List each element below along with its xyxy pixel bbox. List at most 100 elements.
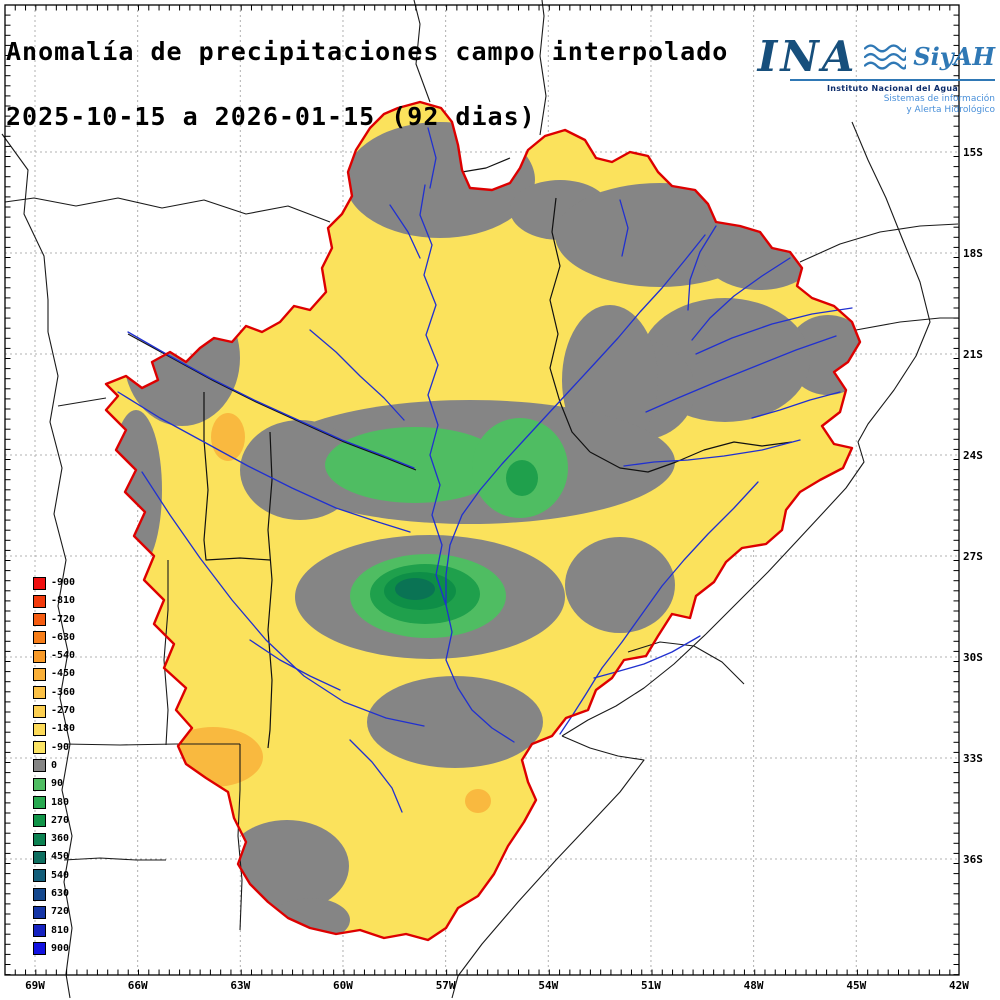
- legend-item: 810: [33, 924, 75, 938]
- x-axis-tick-label: 48W: [744, 979, 764, 992]
- coastline: [451, 735, 645, 999]
- country-border: [1, 133, 49, 332]
- ina-wordmark: INA: [757, 32, 858, 81]
- legend-item: 270: [33, 814, 75, 828]
- legend-value-label: -720: [51, 613, 76, 625]
- legend-swatch: [33, 887, 46, 901]
- legend-value-label: 270: [51, 814, 70, 826]
- river: [127, 331, 415, 469]
- gray-anomaly-region: [225, 820, 349, 912]
- legend-item: 900: [33, 942, 75, 956]
- legend-value-label: -270: [51, 705, 76, 717]
- green-anomaly-core: [395, 578, 435, 600]
- river: [645, 335, 837, 413]
- legend-item: -90: [33, 741, 75, 755]
- legend-swatch: [33, 667, 46, 681]
- green-anomaly-region: [506, 460, 538, 496]
- y-axis-tick-label: 24S: [963, 449, 983, 462]
- legend-swatch: [33, 796, 46, 810]
- legend-value-label: -540: [51, 650, 76, 662]
- river: [751, 391, 841, 419]
- legend-value-label: 450: [51, 851, 70, 863]
- color-scale-legend: -900 -810 -720 -630 -540 -450 -360 -270 -180 -90 0…: [33, 576, 75, 956]
- green-anomaly-region: [325, 427, 505, 503]
- y-axis-tick-label: 30S: [963, 651, 983, 664]
- x-axis-tick-label: 42W: [949, 979, 969, 992]
- country-border: [799, 223, 959, 263]
- internal-admin-borders: [127, 157, 793, 749]
- legend-swatch: [33, 869, 46, 883]
- y-axis-tick-label: 21S: [963, 348, 983, 361]
- legend-item: -360: [33, 686, 75, 700]
- legend-item: 90: [33, 777, 75, 791]
- river: [619, 199, 629, 257]
- country-border: [57, 397, 107, 407]
- legend-item: -450: [33, 667, 75, 681]
- x-axis-tick-label: 54W: [538, 979, 558, 992]
- river: [687, 225, 717, 311]
- legend-swatch: [33, 741, 46, 755]
- legend-swatch: [33, 850, 46, 864]
- legend-item: -180: [33, 722, 75, 736]
- x-axis-tick-label: 57W: [436, 979, 456, 992]
- province-border: [63, 743, 240, 746]
- logo-subtitle: Sistemas de información y Alerta Hidroló…: [790, 94, 995, 116]
- legend-value-label: -900: [51, 577, 76, 588]
- river: [419, 184, 447, 606]
- legend-item: 630: [33, 887, 75, 901]
- river: [445, 234, 706, 606]
- country-border: [855, 317, 958, 331]
- legend-value-label: -360: [51, 686, 76, 698]
- river: [349, 739, 403, 813]
- legend-value-label: -90: [51, 741, 70, 753]
- y-axis-tick-label: 15S: [963, 146, 983, 159]
- province-border: [163, 560, 169, 746]
- river: [389, 204, 421, 259]
- legend-item: 720: [33, 905, 75, 919]
- legend-item: 540: [33, 869, 75, 883]
- country-border: [627, 641, 745, 685]
- admin-border: [461, 157, 511, 173]
- y-axis-tick-label: 36S: [963, 853, 983, 866]
- legend-item: 450: [33, 850, 75, 864]
- gray-anomaly-region: [270, 898, 350, 940]
- legend-value-label: 720: [51, 906, 70, 918]
- legend-item: 360: [33, 832, 75, 846]
- province-border: [237, 744, 243, 931]
- wave-icon: [864, 44, 907, 70]
- rivers: [117, 127, 853, 813]
- legend-value-label: -810: [51, 595, 76, 607]
- legend-swatch: [33, 686, 46, 700]
- legend-value-label: 360: [51, 833, 70, 845]
- page-subtitle-dates: 2025-10-15 a 2026-01-15 (92 dias): [6, 102, 536, 131]
- river: [445, 604, 515, 743]
- river: [117, 391, 411, 533]
- y-axis-tick-label: 27S: [963, 550, 983, 563]
- legend-swatch: [33, 649, 46, 663]
- x-axis-tick-label: 63W: [230, 979, 250, 992]
- legend-swatch: [33, 924, 46, 938]
- legend-swatch: [33, 631, 46, 645]
- logo-subtitle-line1: Sistemas de información: [883, 93, 995, 104]
- legend-swatch: [33, 942, 46, 956]
- legend-value-label: 180: [51, 796, 70, 808]
- river: [695, 307, 853, 355]
- legend-value-label: -630: [51, 631, 76, 643]
- legend-item: 180: [33, 796, 75, 810]
- admin-border: [127, 333, 417, 471]
- y-axis-tick-label: 33S: [963, 752, 983, 765]
- admin-border: [267, 431, 273, 749]
- country-border: [539, 0, 547, 136]
- legend-item: -270: [33, 704, 75, 718]
- river: [691, 257, 791, 341]
- legend-value-label: -450: [51, 668, 76, 680]
- legend-value-label: 90: [51, 778, 64, 790]
- country-border: [47, 331, 73, 999]
- admin-border: [589, 441, 793, 473]
- river: [427, 127, 437, 189]
- legend-swatch: [33, 832, 46, 846]
- coastline: [561, 121, 931, 737]
- river: [623, 439, 801, 467]
- river: [559, 481, 759, 735]
